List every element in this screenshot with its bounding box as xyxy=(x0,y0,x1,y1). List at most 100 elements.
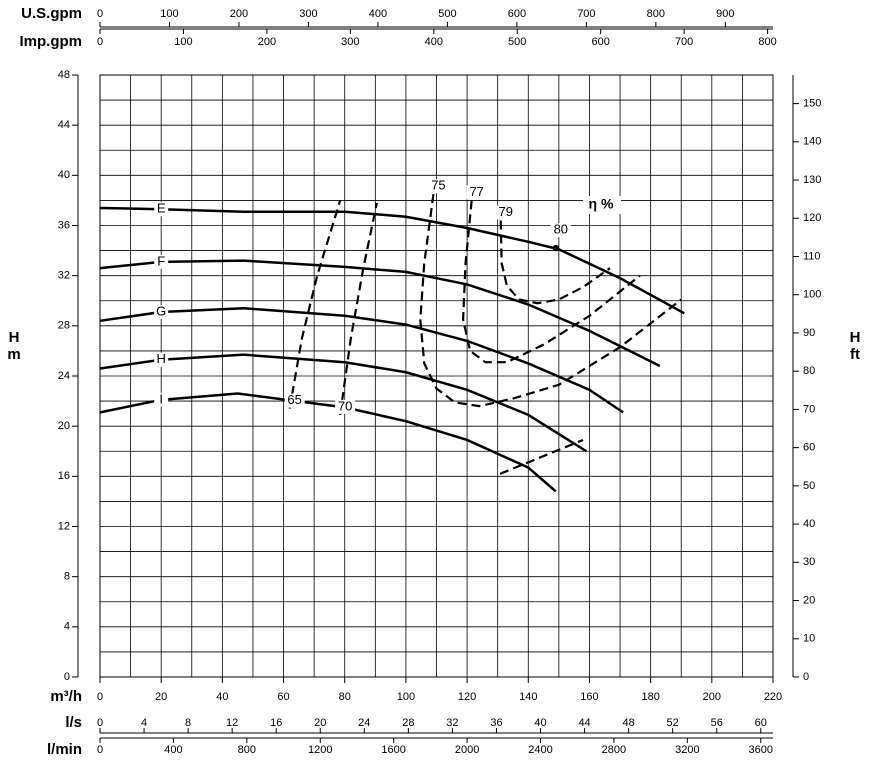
secondary-x-tick-label: 12 xyxy=(226,717,238,729)
curve-label-bg xyxy=(154,254,169,269)
efficiency-point xyxy=(552,244,560,252)
curve-label: G xyxy=(156,303,166,318)
efficiency-label-bg xyxy=(495,205,516,220)
efficiency-curve xyxy=(419,194,682,408)
pump-curve xyxy=(99,307,624,414)
secondary-x-tick-label: 700 xyxy=(675,36,693,48)
secondary-x-tick-label: 44 xyxy=(578,717,590,729)
y2-tick-label: 100 xyxy=(803,289,821,301)
secondary-x-tick-label: 0 xyxy=(97,8,103,20)
plot-frame xyxy=(99,74,774,678)
secondary-x-tick-label: 3200 xyxy=(675,744,699,756)
secondary-x-tick-label: 56 xyxy=(711,717,723,729)
secondary-x-tick-label: 2000 xyxy=(455,744,479,756)
secondary-x-tick-label: 2400 xyxy=(528,744,552,756)
y2-axis-label: ft xyxy=(850,346,860,363)
efficiency-curve xyxy=(499,438,584,475)
y2-tick-label: 0 xyxy=(803,671,809,683)
secondary-x-tick-label: 16 xyxy=(270,717,282,729)
y-axis-label: H xyxy=(9,329,20,346)
secondary-x-tick-label: 32 xyxy=(446,717,458,729)
x-tick-label: 220 xyxy=(764,691,782,703)
secondary-x-tick-label: 2800 xyxy=(602,744,626,756)
y-tick-label: 24 xyxy=(58,370,70,382)
x-tick-label: 200 xyxy=(703,691,721,703)
x-tick-label: 40 xyxy=(216,691,228,703)
x-axis-label: m³/h xyxy=(50,688,82,705)
efficiency-label-bg xyxy=(466,185,487,200)
y2-tick-label: 20 xyxy=(803,594,815,606)
efficiency-curve xyxy=(339,202,378,416)
pump-curve xyxy=(99,259,661,368)
curve-label: H xyxy=(156,351,165,366)
efficiency-label: 65 xyxy=(287,392,301,407)
secondary-x-tick-label: 40 xyxy=(534,717,546,729)
secondary-x-tick-label: 900 xyxy=(716,8,734,20)
secondary-x-tick-label: 400 xyxy=(425,36,443,48)
secondary-x-tick-label: 200 xyxy=(230,8,248,20)
pump-curve xyxy=(99,353,588,453)
y2-tick-label: 40 xyxy=(803,518,815,530)
x-tick-label: 180 xyxy=(641,691,659,703)
y-tick-label: 36 xyxy=(58,219,70,231)
secondary-x-tick-label: 800 xyxy=(758,36,776,48)
y-tick-label: 20 xyxy=(58,420,70,432)
secondary-x-tick-label: 400 xyxy=(369,8,387,20)
efficiency-curve xyxy=(462,200,641,364)
y2-tick-label: 80 xyxy=(803,365,815,377)
curve-label-bg xyxy=(154,352,169,367)
curve-label: E xyxy=(157,201,166,216)
secondary-x-tick-label: 0 xyxy=(97,717,103,729)
efficiency-label: 79 xyxy=(499,204,513,219)
y-tick-label: 44 xyxy=(58,119,70,131)
x-tick-label: 20 xyxy=(155,691,167,703)
efficiency-title: η % xyxy=(589,196,614,212)
x-tick-label: 120 xyxy=(458,691,476,703)
y2-tick-label: 70 xyxy=(803,403,815,415)
y-tick-label: 4 xyxy=(64,621,70,633)
pump-curve xyxy=(99,206,685,315)
y-tick-label: 8 xyxy=(64,571,70,583)
secondary-x-tick-label: 800 xyxy=(238,744,256,756)
x-tick-label: 140 xyxy=(519,691,537,703)
secondary-x-tick-label: 0 xyxy=(97,744,103,756)
secondary-x-tick-label: 28 xyxy=(402,717,414,729)
secondary-x-tick-label: 100 xyxy=(160,8,178,20)
secondary-x-axis-label: l/min xyxy=(47,741,82,758)
secondary-x-tick-label: 20 xyxy=(314,717,326,729)
y2-tick-label: 110 xyxy=(803,250,821,262)
secondary-x-axis-label: Imp.gpm xyxy=(20,33,83,50)
y2-tick-label: 50 xyxy=(803,480,815,492)
y2-tick-label: 150 xyxy=(803,98,821,110)
secondary-x-tick-label: 60 xyxy=(755,717,767,729)
y-axis-label: m xyxy=(7,346,20,363)
pump-curve xyxy=(99,392,557,493)
point-label-bg xyxy=(550,223,571,238)
x-tick-label: 80 xyxy=(339,691,351,703)
secondary-x-tick-label: 600 xyxy=(508,8,526,20)
secondary-x-tick-label: 36 xyxy=(490,717,502,729)
efficiency-label-bg xyxy=(428,179,449,194)
efficiency-label-bg xyxy=(335,399,356,414)
y2-tick-label: 10 xyxy=(803,633,815,645)
curve-label: F xyxy=(157,253,165,268)
efficiency-label-bg xyxy=(284,393,305,408)
y2-tick-label: 90 xyxy=(803,327,815,339)
secondary-x-tick-label: 600 xyxy=(592,36,610,48)
secondary-x-tick-label: 3600 xyxy=(749,744,773,756)
efficiency-curve xyxy=(499,220,611,305)
y2-tick-label: 120 xyxy=(803,212,821,224)
y-tick-label: 0 xyxy=(64,671,70,683)
secondary-x-tick-label: 1600 xyxy=(381,744,405,756)
secondary-x-tick-label: 500 xyxy=(438,8,456,20)
secondary-x-tick-label: 700 xyxy=(577,8,595,20)
secondary-x-tick-label: 52 xyxy=(667,717,679,729)
secondary-x-tick-label: 800 xyxy=(647,8,665,20)
secondary-x-axis-label: U.S.gpm xyxy=(21,5,82,22)
y2-tick-label: 140 xyxy=(803,136,821,148)
y2-tick-label: 60 xyxy=(803,442,815,454)
secondary-x-tick-label: 200 xyxy=(258,36,276,48)
y-tick-label: 40 xyxy=(58,169,70,181)
